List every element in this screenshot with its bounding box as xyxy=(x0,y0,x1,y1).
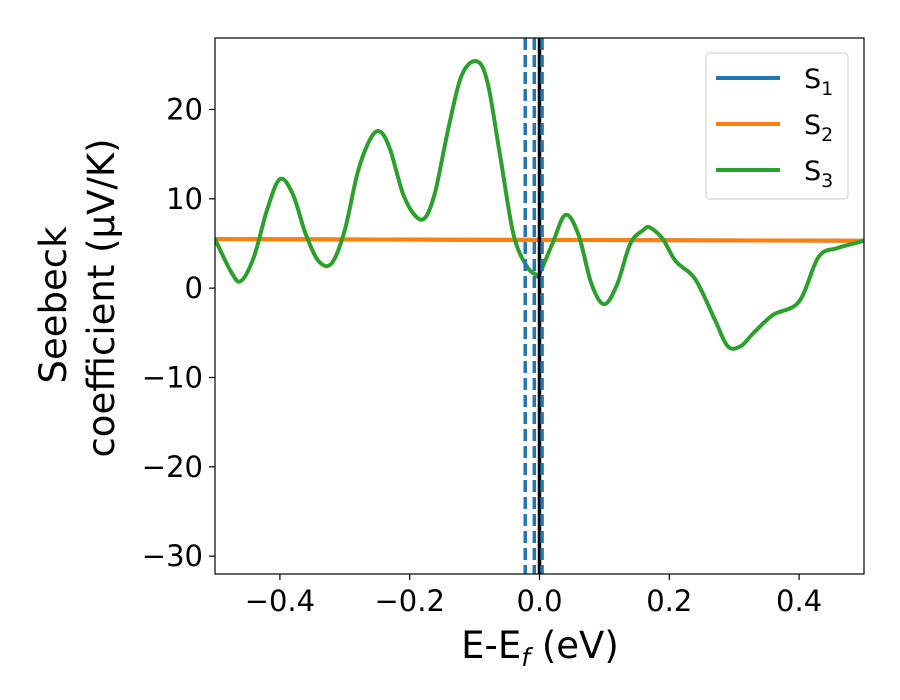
x-tick-label: 0.2 xyxy=(646,584,692,618)
series-line-s3 xyxy=(215,59,864,351)
x-axis-title: E-Ef (eV) xyxy=(461,624,619,672)
y-tick-label: 10 xyxy=(166,182,203,216)
y-tick-label: 20 xyxy=(166,92,203,126)
y-tick-label: −30 xyxy=(142,539,203,573)
x-axis: −0.4 −0.2 0.0 0.2 0.4 xyxy=(245,574,822,618)
legend: S1 S2 S3 xyxy=(705,52,849,200)
y-axis: −30 −20 −10 0 10 20 xyxy=(142,92,215,573)
y-tick-label: −20 xyxy=(142,450,203,484)
x-tick-label: 0.4 xyxy=(776,584,822,618)
x-tick-label: −0.4 xyxy=(245,584,315,618)
y-axis-title-line1: Seebeck xyxy=(32,226,75,384)
x-tick-label: 0.0 xyxy=(516,584,562,618)
y-axis-title-line2: coefficient (μV/K) xyxy=(80,138,123,457)
x-axis-title-unit: (eV) xyxy=(530,624,619,667)
y-tick-label: 0 xyxy=(185,271,203,305)
plot-area xyxy=(215,38,864,574)
y-tick-label: −10 xyxy=(142,360,203,394)
legend-label-s1: S1 xyxy=(804,64,833,100)
x-tick-label: −0.2 xyxy=(374,584,444,618)
legend-label-s2: S2 xyxy=(804,110,833,146)
legend-label-s3: S3 xyxy=(804,156,833,192)
